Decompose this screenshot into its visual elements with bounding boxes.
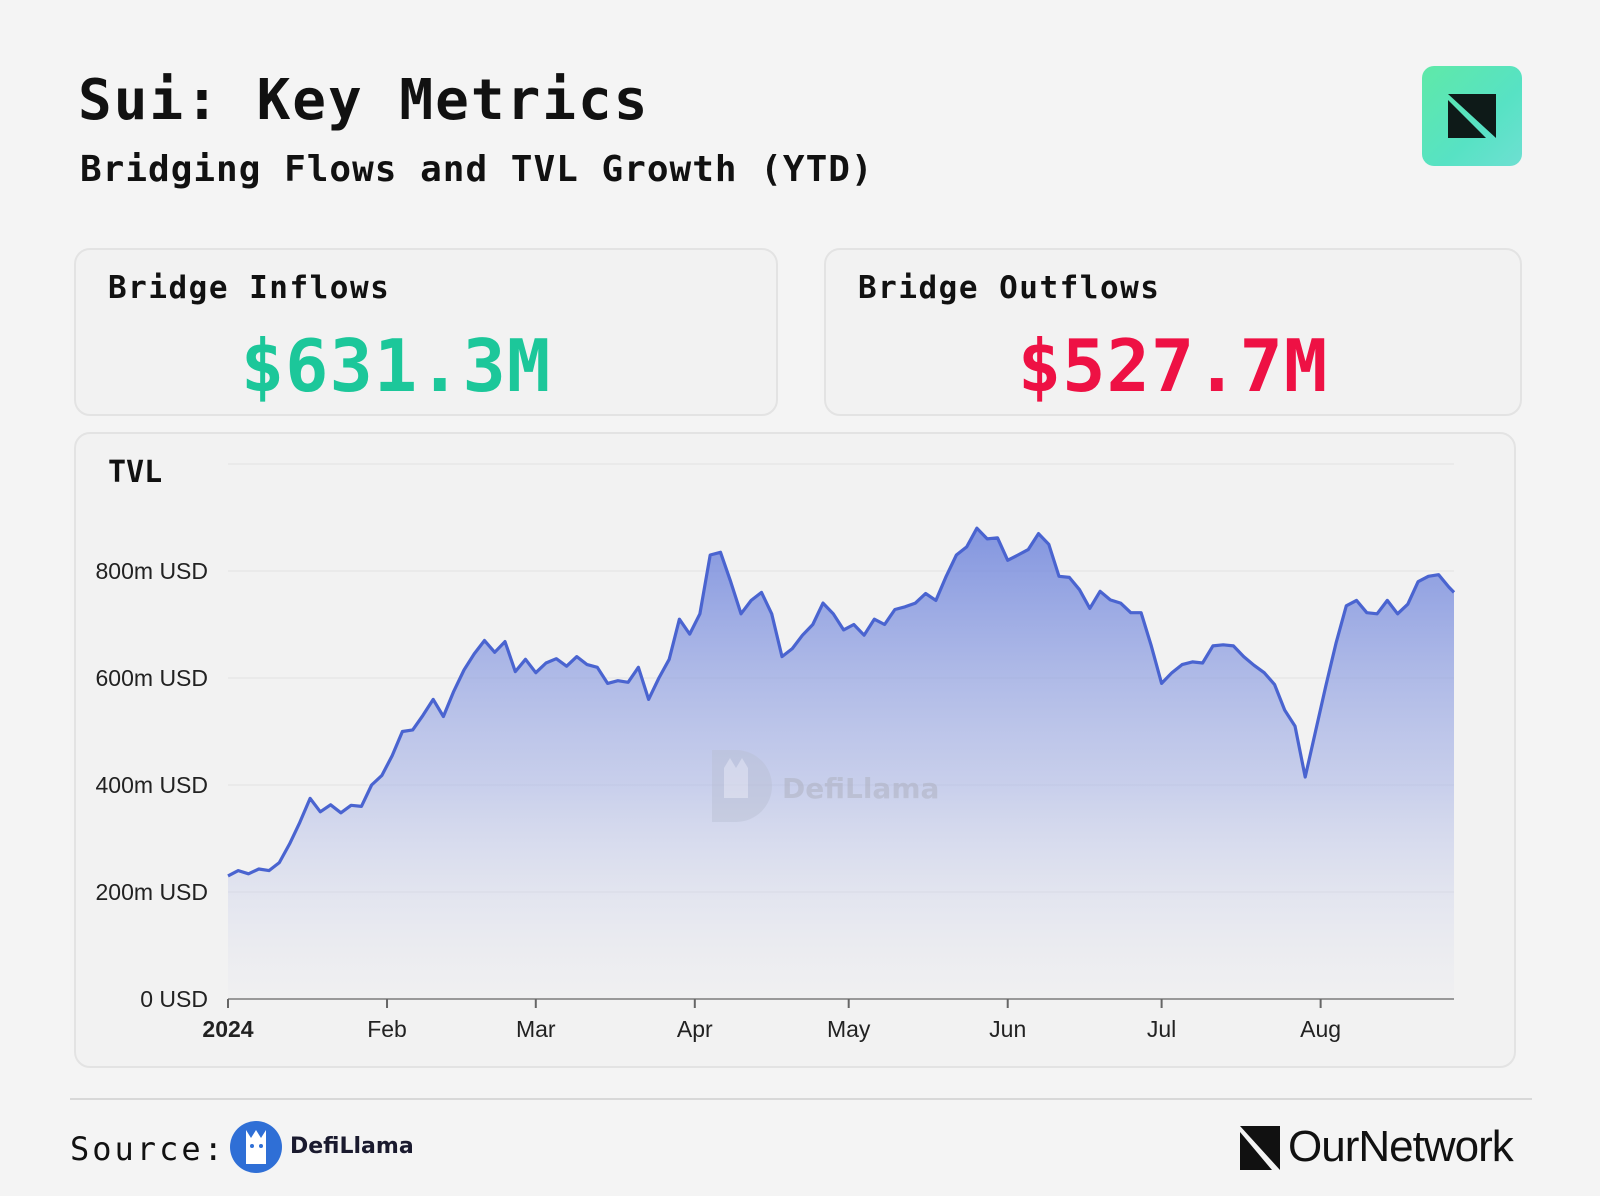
bridge-outflows-label: Bridge Outflows	[858, 270, 1161, 306]
x-tick-label: 2024	[202, 1016, 253, 1042]
ournetwork-brand-name: OurNetwork	[1288, 1122, 1514, 1171]
x-tick-label: Apr	[677, 1016, 713, 1042]
ournetwork-mark-icon	[1448, 94, 1496, 138]
ournetwork-footer-icon	[1240, 1126, 1280, 1170]
y-tick-label: 200m USD	[96, 879, 208, 905]
bridge-inflows-value: $631.3M	[240, 324, 552, 408]
defillama-watermark-icon	[712, 750, 772, 822]
x-tick-label: Jun	[989, 1016, 1026, 1042]
chart-title: TVL	[108, 455, 162, 490]
bridge-outflows-value: $527.7M	[1017, 324, 1329, 408]
footer-divider	[70, 1098, 1532, 1100]
tvl-series-line	[227, 526, 1456, 878]
y-tick-label: 400m USD	[96, 772, 208, 798]
tvl-area-fill	[228, 528, 1454, 999]
x-tick-label: Jul	[1147, 1016, 1176, 1042]
x-tick-label: Aug	[1300, 1016, 1341, 1042]
y-tick-label: 0 USD	[140, 986, 208, 1012]
tvl-chart-card: DefiLlama 0 USD 200m USD 400m USD 600m USD 8…	[74, 432, 1516, 1068]
x-tick-label: May	[827, 1016, 871, 1042]
tvl-chart: DefiLlama 0 USD 200m USD 400m USD 600m USD 8…	[96, 455, 1456, 1042]
bridge-inflows-card: Bridge Inflows $631.3M	[74, 248, 778, 416]
bridge-outflows-card: Bridge Outflows $527.7M	[824, 248, 1522, 416]
page-title: Sui: Key Metrics	[78, 68, 650, 133]
defillama-logo-icon	[230, 1121, 282, 1173]
x-tick-label: Feb	[367, 1016, 407, 1042]
ournetwork-logo-badge	[1422, 66, 1522, 166]
source-name: DefiLlama	[290, 1134, 414, 1159]
source-label: Source:	[70, 1130, 226, 1168]
y-tick-label: 600m USD	[96, 665, 208, 691]
page-subtitle: Bridging Flows and TVL Growth (YTD)	[80, 149, 874, 190]
bridge-inflows-label: Bridge Inflows	[108, 270, 391, 306]
y-tick-label: 800m USD	[96, 558, 208, 584]
defillama-watermark: DefiLlama	[782, 772, 939, 805]
x-tick-label: Mar	[516, 1016, 556, 1042]
